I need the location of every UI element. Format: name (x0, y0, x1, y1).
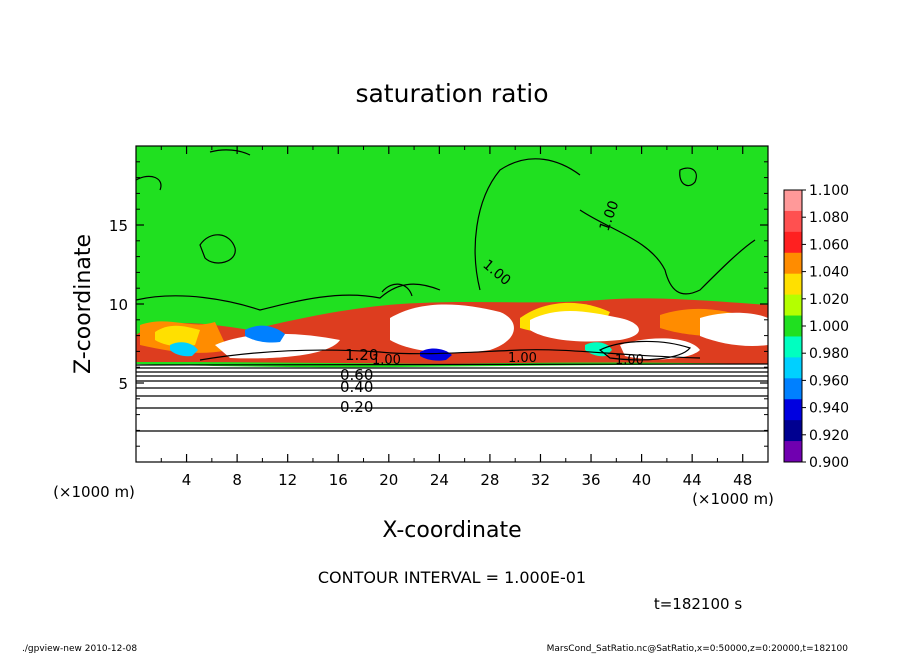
colorbar-band (784, 315, 802, 337)
contour-line (381, 283, 413, 297)
contour-label: 1.00 (615, 353, 644, 368)
x-tick-label: 28 (480, 471, 499, 489)
contour-line (679, 167, 697, 187)
colorbar-label: 0.940 (809, 401, 849, 417)
y-unit-label: (×1000 m) (53, 483, 135, 501)
colorbar-label: 0.900 (809, 455, 849, 471)
x-tick-label: 24 (430, 471, 449, 489)
colorbar-band (784, 231, 802, 254)
x-tick-label: 44 (683, 471, 702, 489)
contour-line (135, 430, 769, 432)
colorbar-label: 1.060 (809, 237, 849, 253)
x-tick-label: 32 (531, 471, 550, 489)
colorbar-label: 0.920 (809, 428, 849, 444)
colorbar-label: 1.000 (809, 319, 849, 335)
contour-label: 0.20 (340, 398, 373, 416)
cloud-interior-1 (390, 304, 514, 353)
colorbar-label: 1.100 (809, 183, 849, 199)
y-tick-label: 10 (109, 296, 128, 314)
colorbar-band (784, 378, 802, 400)
x-tick-label: 36 (581, 471, 600, 489)
contour-line (135, 371, 769, 373)
y-tick-label: 5 (118, 375, 128, 393)
colorbar-band (784, 294, 802, 317)
x-axis-title: X-coordinate (382, 518, 521, 543)
contour-line (135, 375, 769, 377)
blue-patch-1 (245, 325, 285, 343)
contour-label: 1.20 (345, 346, 378, 364)
y-axis: 5 10 15 (109, 161, 768, 447)
x-tick-label: 16 (329, 471, 348, 489)
x-tick-label: 8 (232, 471, 242, 489)
colorbar-label: 1.040 (809, 265, 849, 281)
colorbar-band (784, 357, 802, 379)
contour-line (135, 363, 769, 366)
contour-lines (135, 149, 769, 432)
colorbar-band (784, 252, 802, 275)
x-tick-label: 20 (379, 471, 398, 489)
colorbar-band (784, 441, 802, 463)
colorbar-band (784, 273, 802, 296)
y-tick-label: 15 (109, 217, 128, 235)
x-tick-label: 12 (278, 471, 297, 489)
subsaturated-region (136, 364, 768, 462)
contour-line (135, 387, 769, 389)
contour-line (598, 340, 692, 361)
contour-line (199, 234, 236, 264)
contour-line (579, 209, 756, 295)
colorbar-band (784, 399, 802, 421)
contour-label: 1.00 (508, 351, 537, 366)
colorbar-band (784, 420, 802, 442)
cloud-interior-2 (215, 333, 340, 359)
colorbar-label: 1.020 (809, 292, 849, 308)
contour-label: 0.60 (340, 366, 373, 384)
cloud-interior-5 (700, 312, 768, 346)
blue-patch-2 (420, 348, 452, 361)
x-tick-label: 40 (632, 471, 651, 489)
cyan-patch-1 (170, 342, 198, 357)
x-axis: 4 8 12 16 20 24 28 32 36 40 44 48 (160, 146, 752, 489)
contour-label: 0.40 (340, 378, 373, 396)
cloud-interior-3 (530, 311, 639, 342)
contour-line (135, 175, 162, 191)
time-text: t=182100 s (654, 595, 742, 613)
contour-label: 1.00 (372, 353, 401, 368)
colorbar-band (784, 190, 802, 212)
contour-interval-text: CONTOUR INTERVAL = 1.000E-01 (318, 568, 586, 587)
colorbar-label: 0.960 (809, 373, 849, 389)
contour-line (209, 149, 251, 156)
plot-area: 0.20 0.40 0.60 1.20 1.00 1.00 1.00 1.00 … (135, 145, 769, 463)
chart-title: saturation ratio (355, 79, 548, 108)
yellow-patch-1 (155, 325, 200, 347)
colorbar: 1.100 1.080 1.060 1.040 1.020 1.000 0.980 0.960… (783, 183, 849, 471)
footer-left: ./gpview-new 2010-12-08 (22, 644, 137, 654)
x-unit-label: (×1000 m) (692, 490, 774, 508)
y-axis-title: Z-coordinate (71, 234, 96, 374)
colorbar-band (784, 210, 802, 233)
contour-line (135, 407, 769, 409)
colorbar-label: 1.080 (809, 210, 849, 226)
contour-line (474, 158, 581, 291)
x-tick-label: 4 (182, 471, 192, 489)
contour-line (135, 367, 769, 369)
colorbar-label: 0.980 (809, 346, 849, 362)
contour-line (135, 380, 769, 382)
x-tick-label: 48 (733, 471, 752, 489)
colorbar-band (784, 336, 802, 358)
footer-right: MarsCond_SatRatio.nc@SatRatio,x=0:50000,… (547, 644, 849, 654)
contour-line (135, 395, 769, 397)
